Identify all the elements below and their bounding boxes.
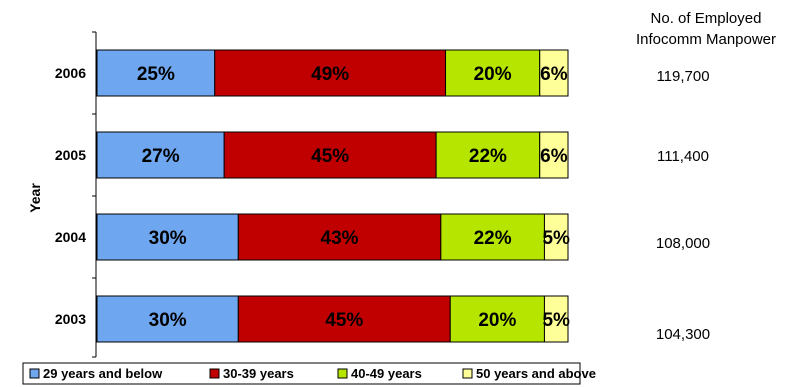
manpower-value-2004: 108,000 <box>656 235 710 252</box>
category-label-2006: 2006 <box>55 65 86 81</box>
bar-row-2005: 27% 45% 22% 6% <box>96 131 569 179</box>
bar-label-2006-40-49-years: 20% <box>474 64 512 85</box>
bar-row-2003: 30% 45% 20% 5% <box>96 295 570 343</box>
bar-2005-30-39-years <box>223 131 437 179</box>
bar-row-2004: 30% 43% 22% 5% <box>96 213 570 261</box>
bar-label-2004-50-years-and-above: 5% <box>542 228 570 249</box>
legend: 29 years and below 30-39 years 40-49 years… <box>22 362 596 385</box>
legend-swatch-40-49-years <box>337 368 348 379</box>
legend-swatch-29-years-and-below <box>29 368 40 379</box>
bar-label-2004-29-years-and-below: 30% <box>149 228 187 249</box>
legend-box <box>22 362 581 385</box>
legend-label-40-49-years: 40-49 years <box>351 366 422 381</box>
bar-label-2006-30-39-years: 49% <box>311 64 349 85</box>
side-panel: No. of Employed Infocomm Manpower 119,70… <box>636 10 776 343</box>
category-label-2004: 2004 <box>55 229 86 245</box>
bar-2004-50-years-and-above <box>543 213 569 261</box>
bar-label-2004-40-49-years: 22% <box>474 228 512 249</box>
y-axis-ticks <box>92 31 96 358</box>
bar-label-2003-30-39-years: 45% <box>325 310 363 331</box>
bar-2005-50-years-and-above <box>539 131 569 179</box>
bar-label-2005-30-39-years: 45% <box>311 146 349 167</box>
manpower-value-2005: 111,400 <box>657 148 709 165</box>
bar-2003-30-39-years <box>237 295 451 343</box>
side-panel-title-line2: Infocomm Manpower <box>636 31 776 48</box>
bar-2003-40-49-years <box>449 295 545 343</box>
bar-label-2005-29-years-and-below: 27% <box>142 146 180 167</box>
y-axis-label: Year <box>27 183 43 213</box>
bar-label-2003-29-years-and-below: 30% <box>149 310 187 331</box>
bar-2004-40-49-years <box>440 213 545 261</box>
bar-label-2006-50-years-and-above: 6% <box>540 64 568 85</box>
manpower-value-2006: 119,700 <box>656 68 709 85</box>
manpower-value-2003: 104,300 <box>656 326 710 343</box>
bar-2004-30-39-years <box>237 213 442 261</box>
side-panel-title-line1: No. of Employed <box>651 10 762 27</box>
category-label-2003: 2003 <box>55 311 86 327</box>
bar-label-2005-50-years-and-above: 6% <box>540 146 568 167</box>
bar-2003-50-years-and-above <box>543 295 569 343</box>
category-label-2005: 2005 <box>55 147 86 163</box>
bar-label-2005-40-49-years: 22% <box>469 146 507 167</box>
legend-label-50-years-and-above: 50 years and above <box>476 366 596 381</box>
bar-2006-50-years-and-above <box>539 49 569 97</box>
bar-label-2004-30-39-years: 43% <box>321 228 359 249</box>
bar-2004-29-years-and-below <box>96 213 239 261</box>
bar-2005-29-years-and-below <box>96 131 225 179</box>
bar-label-2003-50-years-and-above: 5% <box>542 310 570 331</box>
bars-group: 25% 49% 20% 6%27% 45% 22% 6%30% 43% 22% 5%30% 45% 2… <box>96 49 570 343</box>
bar-label-2006-29-years-and-below: 25% <box>137 64 175 85</box>
category-labels: 2006 2005 2004 2003 <box>55 65 86 327</box>
bar-2006-29-years-and-below <box>96 49 216 97</box>
side-panel-values: 119,700 111,400 108,000 104,300 <box>656 68 710 343</box>
legend-label-29-years-and-below: 29 years and below <box>43 366 163 381</box>
legend-swatch-30-39-years <box>209 368 220 379</box>
bar-2005-40-49-years <box>435 131 541 179</box>
legend-label-30-39-years: 30-39 years <box>223 366 294 381</box>
legend-swatch-50-years-and-above <box>462 368 473 379</box>
bar-label-2003-40-49-years: 20% <box>478 310 516 331</box>
bar-row-2006: 25% 49% 20% 6% <box>96 49 569 97</box>
